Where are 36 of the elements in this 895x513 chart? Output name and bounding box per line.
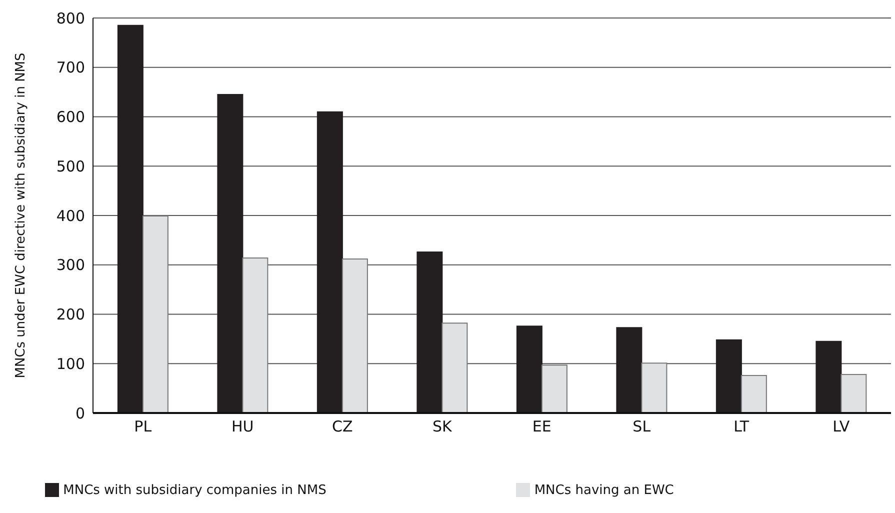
x-tick-label: SL: [632, 418, 652, 436]
y-tick-label: 400: [56, 206, 85, 225]
y-tick-label: 200: [56, 306, 85, 324]
x-tick-label: EE: [532, 418, 552, 436]
bar: [316, 111, 343, 413]
y-axis-title: MNCs under EWC directive with subsidiary in NMS: [14, 52, 29, 378]
x-tick-label: LV: [832, 418, 850, 436]
bar: [641, 362, 668, 413]
bar: [416, 252, 443, 413]
y-tick-label: 800: [56, 9, 85, 28]
x-tick-label: SK: [432, 418, 453, 436]
x-tick-label: HU: [231, 418, 254, 436]
bar: [142, 215, 168, 413]
bar: [616, 327, 642, 413]
bar: [840, 374, 867, 413]
bar: [541, 364, 568, 413]
y-tick-label: 700: [56, 58, 85, 77]
x-tick-label: CZ: [332, 418, 353, 436]
bar: [242, 257, 268, 413]
y-tick-label: 500: [56, 157, 85, 176]
y-tick-label: 300: [56, 256, 85, 274]
legend-label: MNCs having an EWC: [534, 483, 674, 498]
y-tick-label: 600: [56, 108, 85, 126]
y-tick-label: 0: [75, 404, 85, 422]
x-tick-label: PL: [134, 418, 152, 436]
x-tick-label: LT: [734, 418, 750, 436]
bar: [516, 326, 542, 413]
bar: [816, 340, 842, 413]
bar: [716, 339, 742, 413]
legend-label: MNCs with subsidiary companies in NMS: [63, 483, 326, 498]
y-tick-label: 100: [56, 354, 85, 373]
bar: [217, 94, 244, 413]
bar: [117, 24, 144, 413]
bar: [342, 258, 368, 413]
bar: [740, 374, 767, 413]
bar: [442, 322, 468, 413]
